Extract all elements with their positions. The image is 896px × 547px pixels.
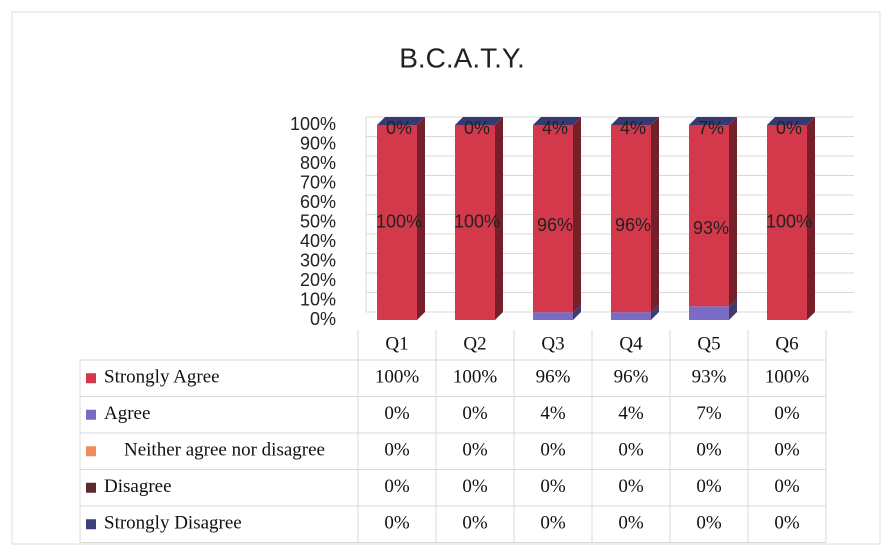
chart-border <box>11 11 881 545</box>
bar-top <box>455 117 503 125</box>
bar-side <box>651 304 659 320</box>
table-cell: 0% <box>384 440 410 461</box>
table-cell: 0% <box>384 476 410 497</box>
bar <box>611 312 651 320</box>
table-cell: 0% <box>696 476 722 497</box>
bar-side <box>729 298 737 320</box>
table-cell: 0% <box>540 476 566 497</box>
legend-label: Strongly Agree <box>104 367 220 388</box>
legend-swatch <box>86 482 96 493</box>
table-cell: 100% <box>765 367 810 388</box>
x-tick-label: Q6 <box>775 333 798 354</box>
y-tick-label: 0% <box>310 309 336 329</box>
legend-swatch <box>86 373 96 384</box>
table-cell: 0% <box>462 440 488 461</box>
table-cell: 96% <box>614 367 649 388</box>
table-cell: 0% <box>540 513 566 534</box>
table-cell: 7% <box>696 403 722 424</box>
table-cell: 0% <box>618 440 644 461</box>
y-tick-label: 100% <box>290 114 336 134</box>
y-tick-label: 80% <box>300 153 336 173</box>
table-cell: 0% <box>462 476 488 497</box>
table-cell: 0% <box>462 513 488 534</box>
chart-title: B.C.A.T.Y. <box>399 42 525 73</box>
legend-label: Neither agree nor disagree <box>124 440 325 461</box>
bar-side <box>573 304 581 320</box>
data-label: 100% <box>454 211 500 231</box>
bar-side <box>651 117 659 313</box>
bar-top <box>533 117 581 125</box>
bar <box>767 125 807 320</box>
legend-label: Disagree <box>104 476 172 497</box>
legend-label: Agree <box>104 403 150 424</box>
legend-swatch <box>86 446 96 457</box>
table-cell: 100% <box>375 367 420 388</box>
bar-side <box>807 117 815 320</box>
x-tick-label: Q4 <box>619 333 643 354</box>
bar <box>689 306 729 320</box>
table-cell: 4% <box>618 403 644 424</box>
data-label: 4% <box>620 118 646 138</box>
table-cell: 0% <box>696 513 722 534</box>
table-cell: 0% <box>774 476 800 497</box>
bar-side <box>573 117 581 313</box>
y-tick-label: 70% <box>300 172 336 192</box>
bar-top <box>377 117 425 125</box>
legend-swatch <box>86 519 96 530</box>
bar-side <box>729 117 737 307</box>
data-label: 0% <box>776 118 802 138</box>
table-cell: 0% <box>384 403 410 424</box>
table-cell: 0% <box>696 440 722 461</box>
table-cell: 0% <box>462 403 488 424</box>
bar-top <box>689 117 737 125</box>
bar <box>533 312 573 320</box>
data-label: 93% <box>693 218 729 238</box>
x-tick-label: Q1 <box>385 333 408 354</box>
bar-top <box>611 117 659 125</box>
x-tick-label: Q3 <box>541 333 564 354</box>
table-cell: 0% <box>540 440 566 461</box>
table-cell: 0% <box>618 476 644 497</box>
data-label: 96% <box>615 215 651 235</box>
y-tick-label: 50% <box>300 211 336 231</box>
table-cell: 0% <box>774 403 800 424</box>
bar <box>455 125 495 320</box>
bar <box>533 125 573 313</box>
data-label: 4% <box>542 118 568 138</box>
y-tick-label: 60% <box>300 192 336 212</box>
table-cell: 0% <box>774 440 800 461</box>
bar <box>611 125 651 313</box>
y-tick-label: 20% <box>300 270 336 290</box>
y-tick-label: 40% <box>300 231 336 251</box>
data-label: 96% <box>537 215 573 235</box>
bar <box>689 125 729 307</box>
y-tick-label: 90% <box>300 133 336 153</box>
table-cell: 100% <box>453 367 498 388</box>
table-cell: 4% <box>540 403 566 424</box>
data-label: 100% <box>766 211 812 231</box>
legend-swatch <box>86 409 96 420</box>
bar-side <box>417 117 425 320</box>
table-cell: 96% <box>536 367 571 388</box>
data-label: 100% <box>376 211 422 231</box>
table-cell: 0% <box>384 513 410 534</box>
x-tick-label: Q5 <box>697 333 720 354</box>
table-cell: 0% <box>774 513 800 534</box>
data-label: 0% <box>386 118 412 138</box>
x-tick-label: Q2 <box>463 333 486 354</box>
y-tick-label: 10% <box>300 289 336 309</box>
y-tick-label: 30% <box>300 250 336 270</box>
data-label: 0% <box>464 118 490 138</box>
data-label: 7% <box>698 118 724 138</box>
bar <box>377 125 417 320</box>
bar-top <box>767 117 815 125</box>
table-cell: 0% <box>618 513 644 534</box>
table-cell: 93% <box>692 367 727 388</box>
bar-side <box>495 117 503 320</box>
legend-label: Strongly Disagree <box>104 513 242 534</box>
